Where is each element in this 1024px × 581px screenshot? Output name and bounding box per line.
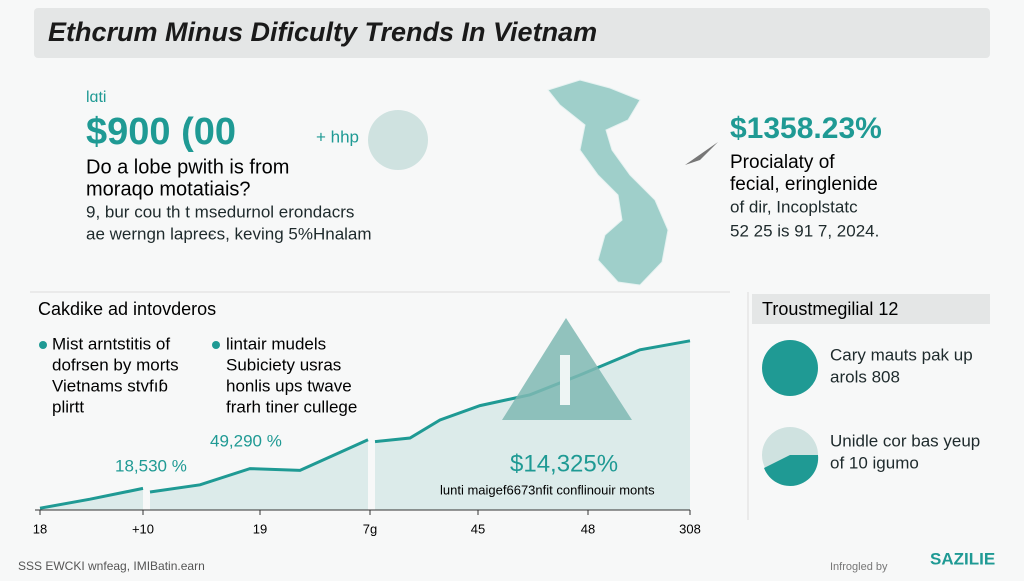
- credit: Infrogled by: [830, 561, 888, 573]
- bullet-text: Subiciety usras: [226, 355, 341, 374]
- question: moraqo motatiais?: [86, 178, 251, 200]
- title-bar: [34, 8, 990, 58]
- area: [40, 340, 690, 510]
- description: ae werngn lapreєs, keving 5%Hnalam: [86, 224, 372, 243]
- bullet-text: dofrsen by morts: [52, 355, 179, 374]
- section-title: Cakdike ad intovderos: [38, 299, 216, 319]
- annotation: $14,325%: [510, 450, 618, 477]
- annotation: 49,290 %: [210, 431, 282, 450]
- plane: [685, 142, 718, 165]
- x-tick-label: 45: [471, 521, 485, 536]
- bullets-right: lintair mudels Subiciety usras honlis ups …: [226, 334, 357, 416]
- decor-lighthouse: [560, 355, 570, 405]
- decor-circle: [368, 110, 428, 170]
- side-title-bar: [752, 294, 990, 324]
- side-item: Unidle cor bas yeup: [830, 431, 980, 450]
- x-tick-label: 19: [253, 521, 267, 536]
- footnote: lunti maigef6673nfit conflinouir monts: [440, 482, 655, 497]
- bullet-text: plirtt: [52, 397, 84, 416]
- bullet: [39, 341, 47, 349]
- map: [547, 79, 669, 286]
- x-tick-label: 18: [33, 521, 47, 536]
- x-tick-label: 48: [581, 521, 595, 536]
- map-line: 52 25 is 91 7, 2024.: [730, 221, 879, 240]
- side-item: arols 808: [830, 367, 900, 386]
- source: SSS EWCKI wnfeag, IMIBatin.earn: [18, 559, 205, 573]
- bullet-text: Vietnams stvfıɓ: [52, 376, 168, 395]
- hero-note: + hhp: [316, 127, 359, 146]
- bullets-left: Mist arntstitis of dofrsen by morts Vietna…: [52, 334, 179, 416]
- kicker: lɑti: [86, 89, 106, 106]
- x-tick-label: 7g: [363, 521, 377, 536]
- question: Do a lobe pwith is from: [86, 156, 289, 178]
- brand: SAZILIE: [930, 549, 995, 568]
- line: [39, 339, 691, 510]
- description: 9, bur cou th t msedurnol erondacrs: [86, 202, 354, 221]
- x-tick-label: +10: [132, 521, 154, 536]
- x-tick-label: 308: [679, 521, 701, 536]
- icon-slice: [764, 455, 819, 487]
- chart: 18 +10 19 7g 45 48 308: [33, 339, 701, 536]
- side-item: of 10 igumo: [830, 453, 919, 472]
- bullet-text: lintair mudels: [226, 334, 326, 353]
- map-heading: fecial, eringlenide: [730, 174, 878, 195]
- hero-figure: $900 (00: [86, 111, 236, 153]
- map-heading: Procialaty of: [730, 152, 835, 173]
- icon: [762, 340, 818, 396]
- map-figure: $1358.23%: [730, 112, 882, 145]
- side-title: Troustmegilial 12: [762, 299, 898, 319]
- side-item: Cary mauts pak up: [830, 345, 973, 364]
- bullet-text: frarh tiner culleɡe: [226, 397, 357, 416]
- title: Ethcrum Minus Dificulty Trends In Vietna…: [48, 17, 597, 47]
- bullet-text: Mist arntstitis of: [52, 334, 170, 353]
- map-line: of dir, Incoplstatc: [730, 197, 858, 216]
- bullet: [212, 341, 220, 349]
- annotation: 18,530 %: [115, 456, 187, 475]
- bullet-text: honlis ups twave: [226, 376, 352, 395]
